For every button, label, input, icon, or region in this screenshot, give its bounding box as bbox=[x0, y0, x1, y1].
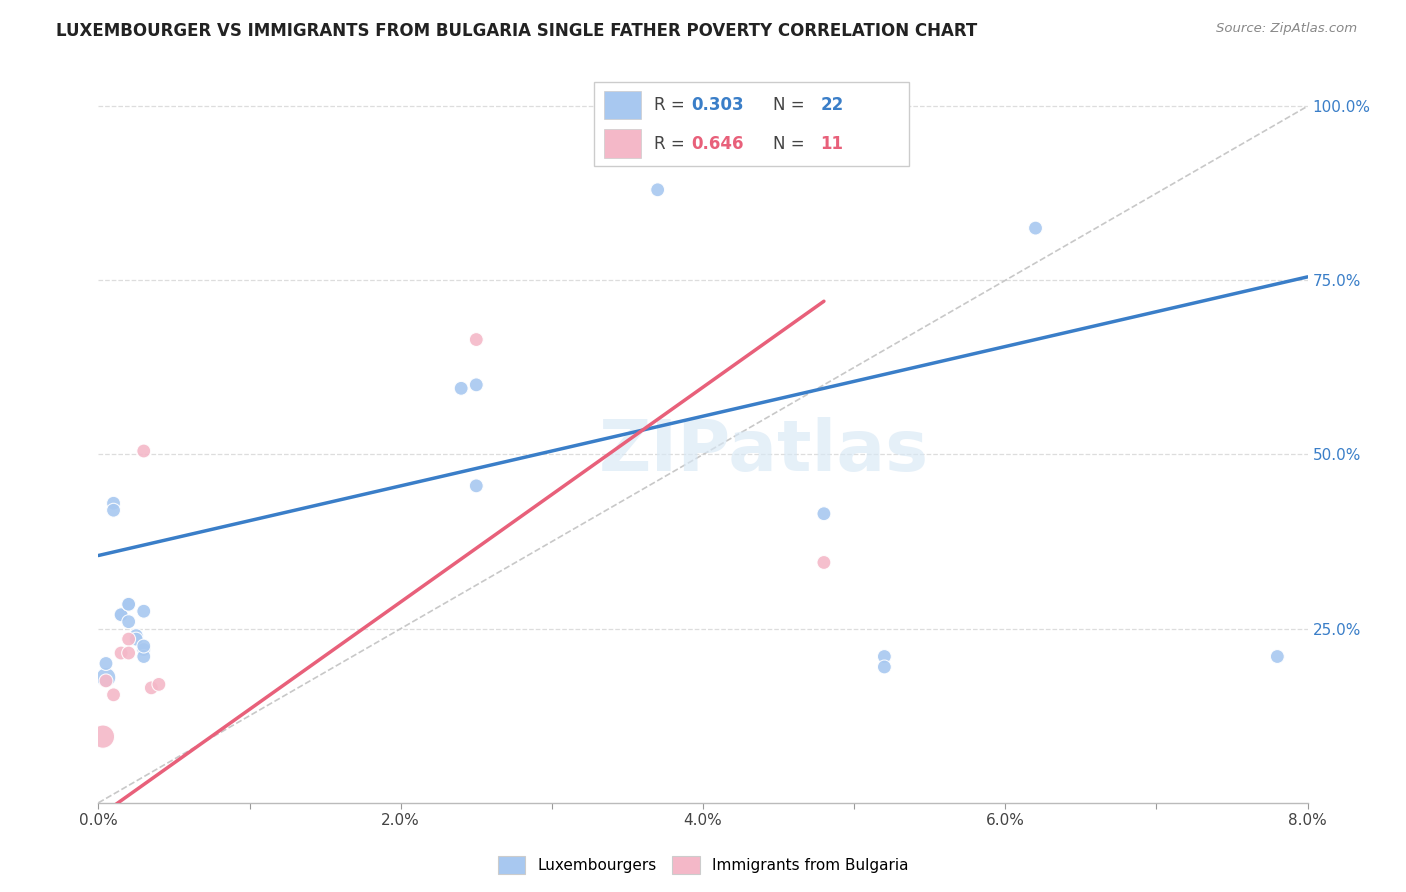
Point bbox=[94, 670, 117, 684]
Point bbox=[465, 377, 488, 392]
Point bbox=[118, 597, 141, 611]
Point bbox=[103, 503, 125, 517]
Point bbox=[118, 597, 141, 611]
Point bbox=[813, 507, 835, 521]
Point bbox=[132, 649, 155, 664]
Point bbox=[132, 639, 155, 653]
Point bbox=[647, 127, 669, 141]
Point bbox=[94, 673, 117, 688]
Point bbox=[132, 444, 155, 458]
Text: LUXEMBOURGER VS IMMIGRANTS FROM BULGARIA SINGLE FATHER POVERTY CORRELATION CHART: LUXEMBOURGER VS IMMIGRANTS FROM BULGARIA… bbox=[56, 22, 977, 40]
Point bbox=[110, 607, 132, 622]
Point bbox=[465, 333, 488, 347]
Point bbox=[141, 681, 163, 695]
Point bbox=[118, 615, 141, 629]
Point bbox=[110, 607, 132, 622]
Point bbox=[118, 632, 141, 646]
Point bbox=[148, 677, 170, 691]
Point bbox=[91, 730, 114, 744]
Point bbox=[132, 642, 155, 657]
Legend: Luxembourgers, Immigrants from Bulgaria: Luxembourgers, Immigrants from Bulgaria bbox=[492, 850, 914, 880]
Point bbox=[450, 381, 472, 395]
Point bbox=[125, 632, 148, 646]
Point bbox=[132, 604, 155, 618]
Point bbox=[873, 649, 896, 664]
Point bbox=[103, 688, 125, 702]
Point bbox=[873, 660, 896, 674]
Point bbox=[118, 646, 141, 660]
Text: ZIPatlas: ZIPatlas bbox=[599, 417, 928, 486]
Point bbox=[647, 183, 669, 197]
Point bbox=[125, 629, 148, 643]
Point bbox=[1025, 221, 1047, 235]
Point bbox=[465, 479, 488, 493]
Point bbox=[110, 646, 132, 660]
Point bbox=[94, 657, 117, 671]
Text: Source: ZipAtlas.com: Source: ZipAtlas.com bbox=[1216, 22, 1357, 36]
Point bbox=[103, 496, 125, 510]
Point bbox=[1267, 649, 1289, 664]
Point bbox=[813, 556, 835, 570]
